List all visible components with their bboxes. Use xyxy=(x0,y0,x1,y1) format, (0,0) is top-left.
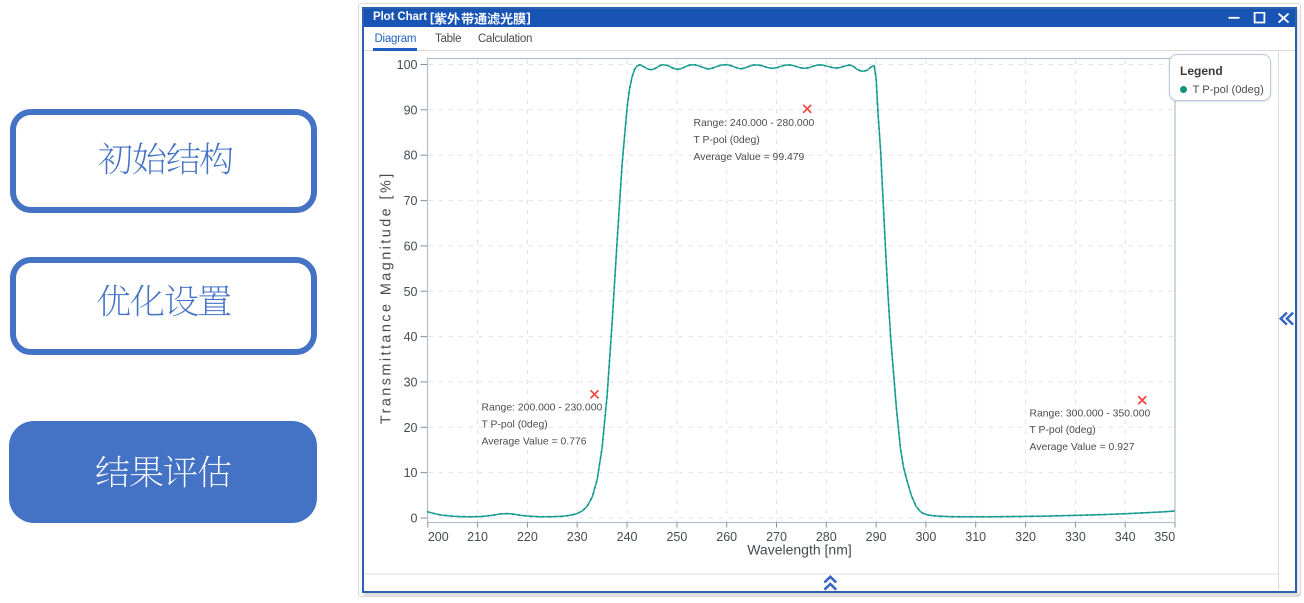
svg-text:10: 10 xyxy=(404,466,418,480)
svg-text:Range: 200.000 - 230.000: Range: 200.000 - 230.000 xyxy=(482,403,603,414)
svg-text:300: 300 xyxy=(915,530,936,544)
svg-text:270: 270 xyxy=(766,530,787,544)
svg-text:340: 340 xyxy=(1115,530,1136,544)
svg-text:210: 210 xyxy=(467,530,488,544)
svg-text:Average Value = 0.927: Average Value = 0.927 xyxy=(1030,442,1135,453)
svg-text:80: 80 xyxy=(404,149,418,163)
svg-text:280: 280 xyxy=(816,530,837,544)
svg-text:Range: 240.000 - 280.000: Range: 240.000 - 280.000 xyxy=(694,118,815,129)
svg-text:310: 310 xyxy=(965,530,986,544)
svg-text:220: 220 xyxy=(517,530,538,544)
svg-text:Transmittance Magnitude [%]: Transmittance Magnitude [%] xyxy=(378,171,394,424)
svg-text:T P-pol (0deg): T P-pol (0deg) xyxy=(482,420,548,431)
svg-text:0: 0 xyxy=(411,512,418,526)
svg-text:100: 100 xyxy=(397,58,418,72)
svg-text:40: 40 xyxy=(404,330,418,344)
svg-text:T P-pol (0deg): T P-pol (0deg) xyxy=(694,135,760,146)
svg-text:30: 30 xyxy=(404,375,418,389)
svg-text:Range: 300.000 - 350.000: Range: 300.000 - 350.000 xyxy=(1030,408,1151,419)
svg-text:20: 20 xyxy=(404,421,418,435)
svg-text:330: 330 xyxy=(1065,530,1086,544)
svg-text:70: 70 xyxy=(404,194,418,208)
svg-text:90: 90 xyxy=(404,103,418,117)
svg-text:260: 260 xyxy=(716,530,737,544)
svg-text:200: 200 xyxy=(428,530,449,544)
svg-text:Wavelength [nm]: Wavelength [nm] xyxy=(747,542,852,558)
svg-text:350: 350 xyxy=(1154,530,1175,544)
svg-text:320: 320 xyxy=(1015,530,1036,544)
svg-text:50: 50 xyxy=(404,285,418,299)
svg-text:Average Value = 99.479: Average Value = 99.479 xyxy=(694,152,805,163)
svg-text:Average Value = 0.776: Average Value = 0.776 xyxy=(482,436,587,447)
svg-text:290: 290 xyxy=(866,530,887,544)
svg-text:230: 230 xyxy=(567,530,588,544)
svg-text:250: 250 xyxy=(666,530,687,544)
svg-text:T P-pol (0deg): T P-pol (0deg) xyxy=(1030,425,1096,436)
svg-text:60: 60 xyxy=(404,239,418,253)
svg-text:240: 240 xyxy=(617,530,638,544)
